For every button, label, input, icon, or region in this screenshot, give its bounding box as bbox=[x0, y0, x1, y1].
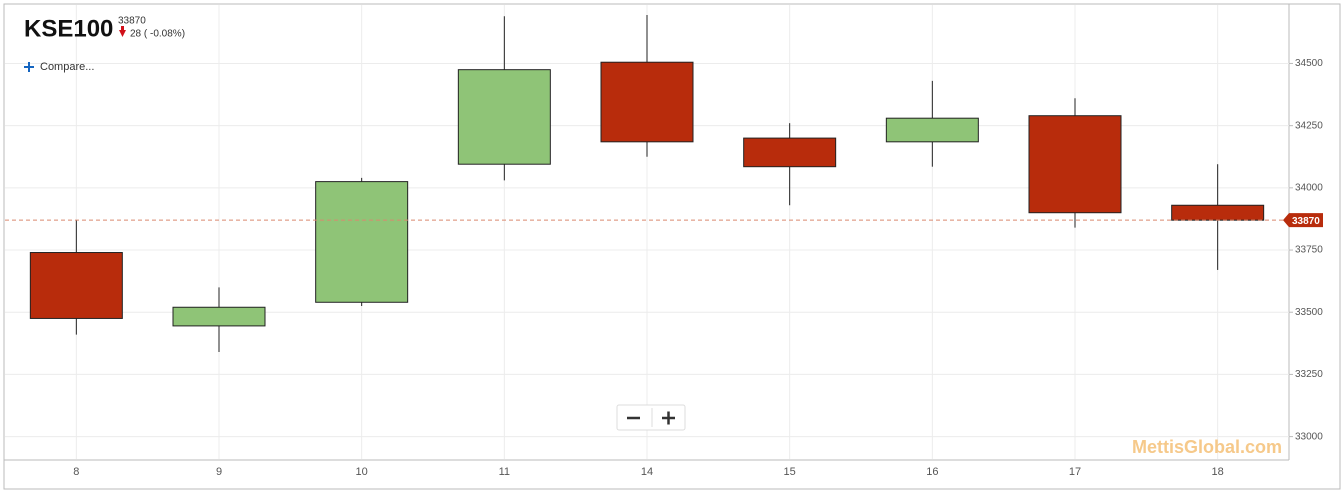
candle-body bbox=[885, 117, 979, 143]
candles bbox=[29, 14, 1265, 353]
candle-body bbox=[172, 306, 266, 327]
x-tick-label: 14 bbox=[641, 466, 653, 478]
y-tick-label: 33750 bbox=[1295, 245, 1323, 256]
compare-label[interactable]: Compare... bbox=[40, 61, 94, 73]
candle-body bbox=[1171, 204, 1265, 221]
candle-body bbox=[600, 61, 694, 143]
y-tick-label: 34500 bbox=[1295, 58, 1323, 69]
y-tick-label: 33000 bbox=[1295, 431, 1323, 442]
symbol: KSE100 bbox=[24, 15, 113, 42]
watermark: MettisGlobal.com bbox=[1132, 437, 1282, 457]
candle-body bbox=[1028, 115, 1122, 214]
y-tick-label: 33250 bbox=[1295, 369, 1323, 380]
x-tick-label: 16 bbox=[926, 466, 938, 478]
down-arrow-stem bbox=[121, 26, 124, 31]
x-tick-label: 10 bbox=[356, 466, 368, 478]
change: 28 ( -0.08%) bbox=[130, 29, 185, 40]
zoom-controls bbox=[616, 404, 686, 431]
last-price-tag bbox=[1283, 213, 1323, 228]
last-price: 33870 bbox=[118, 16, 146, 27]
last-price-label: 33870 bbox=[1292, 216, 1320, 227]
y-tick-label: 34250 bbox=[1295, 120, 1323, 131]
y-tick-label: 33500 bbox=[1295, 307, 1323, 318]
candle-body bbox=[743, 137, 837, 168]
x-tick-label: 17 bbox=[1069, 466, 1081, 478]
x-tick-label: 18 bbox=[1212, 466, 1224, 478]
compare-button[interactable]: Compare... bbox=[24, 61, 94, 73]
y-tick-label: 34000 bbox=[1295, 182, 1323, 193]
x-tick-label: 15 bbox=[784, 466, 796, 478]
x-tick-label: 11 bbox=[499, 466, 510, 478]
down-arrow bbox=[119, 30, 126, 37]
candle-body bbox=[457, 69, 551, 165]
x-tick-label: 9 bbox=[216, 466, 222, 478]
candle-body bbox=[29, 252, 123, 319]
x-tick-label: 8 bbox=[73, 466, 79, 478]
candle-body bbox=[315, 181, 409, 303]
